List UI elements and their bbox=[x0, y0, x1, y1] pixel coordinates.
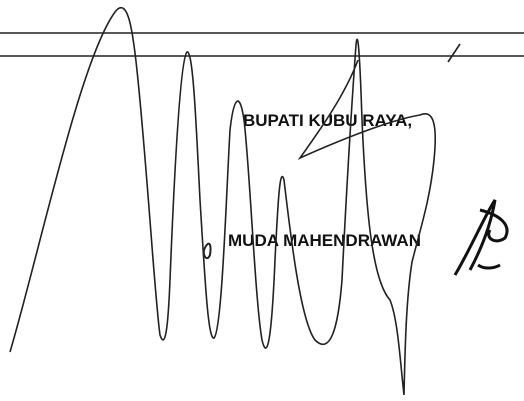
title: BUPATI KUBU RAYA, bbox=[243, 111, 412, 130]
signatory-name: MUDA MAHENDRAWAN bbox=[228, 231, 421, 250]
initial bbox=[453, 199, 509, 276]
signature-tick bbox=[447, 43, 461, 63]
signature-mark bbox=[202, 242, 212, 260]
signature bbox=[9, 6, 437, 396]
